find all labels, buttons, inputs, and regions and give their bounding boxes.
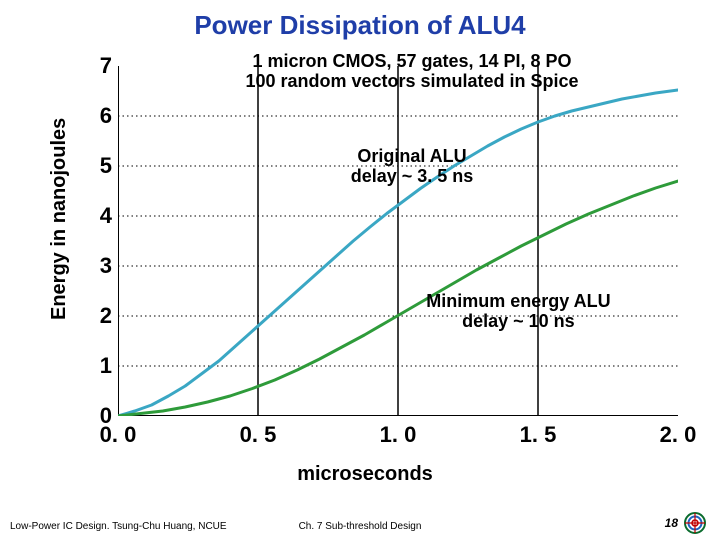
x-tick-label: 0. 0	[100, 422, 137, 448]
x-axis-label: microseconds	[40, 463, 690, 486]
y-axis-label: Energy in nanojoules	[48, 118, 71, 320]
y-tick-label: 5	[88, 153, 112, 179]
y-tick-label: 1	[88, 353, 112, 379]
slide-title: Power Dissipation of ALU4	[0, 10, 720, 41]
x-tick-label: 1. 5	[520, 422, 557, 448]
chart-container: Energy in nanojoules 012345670. 00. 51. …	[40, 60, 690, 480]
page-number: 18	[665, 516, 678, 530]
chart-svg	[118, 66, 678, 416]
x-tick-label: 1. 0	[380, 422, 417, 448]
chart-annotation: Minimum energy ALUdelay ~ 10 ns	[426, 291, 610, 331]
y-tick-label: 4	[88, 203, 112, 229]
x-tick-label: 2. 0	[660, 422, 697, 448]
footer-center: Ch. 7 Sub-threshold Design	[0, 521, 720, 532]
logo-icon	[684, 512, 706, 534]
chart-annotation: 1 micron CMOS, 57 gates, 14 PI, 8 PO100 …	[245, 51, 578, 91]
y-tick-label: 7	[88, 53, 112, 79]
chart-annotation: Original ALUdelay ~ 3. 5 ns	[351, 146, 474, 186]
y-tick-label: 3	[88, 253, 112, 279]
plot-area: 012345670. 00. 51. 01. 52. 01 micron CMO…	[118, 66, 678, 416]
y-tick-label: 2	[88, 303, 112, 329]
x-tick-label: 0. 5	[240, 422, 277, 448]
y-tick-label: 6	[88, 103, 112, 129]
footer-right: 18	[665, 512, 706, 534]
